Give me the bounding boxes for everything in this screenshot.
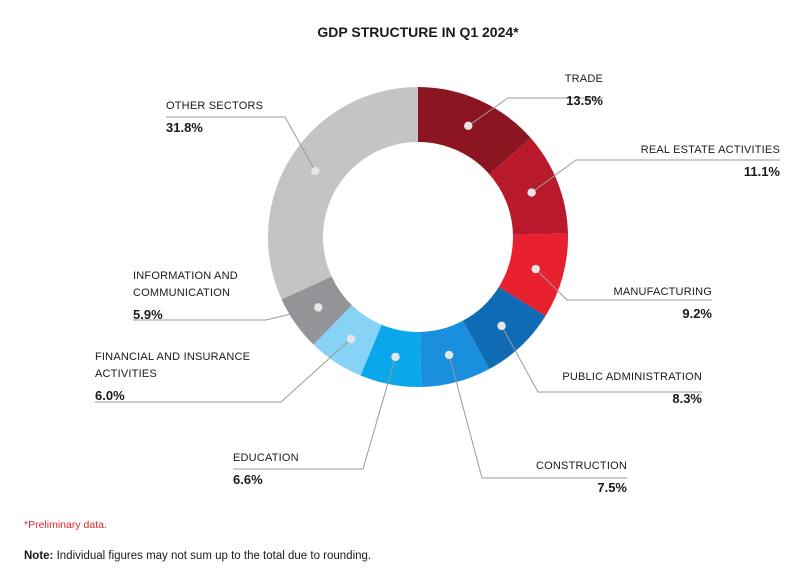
category-label-financial-and-insurance-activities: FINANCIAL AND INSURANCE [95, 351, 250, 363]
note-text: Individual figures may not sum up to the… [53, 550, 372, 562]
donut-slices [268, 87, 568, 387]
rounding-note: Note: Individual figures may not sum up … [24, 550, 371, 562]
value-label-construction: 7.5% [597, 480, 627, 495]
slice-marker-information-and-communication [314, 303, 323, 312]
slice-marker-public-administration [497, 321, 506, 331]
slice-marker-construction [444, 350, 454, 360]
leader-line-other-sectors [166, 116, 316, 172]
leader-line-information-and-communication [133, 306, 319, 321]
category-label-manufacturing: MANUFACTURING [613, 286, 712, 298]
slice-marker-trade [464, 121, 473, 131]
category-label-real-estate-activities: REAL ESTATE ACTIVITIES [641, 144, 780, 156]
slice-trade [418, 87, 531, 175]
value-label-public-administration: 8.3% [672, 391, 702, 406]
leader-line-education [233, 356, 396, 470]
value-label-trade: 13.5% [566, 93, 603, 108]
slice-other-sectors [268, 87, 418, 300]
leader-line-trade [467, 97, 603, 127]
slice-education [360, 324, 422, 387]
footnote: *Preliminary data. [24, 519, 107, 531]
slice-construction [420, 320, 490, 387]
leader-line-real-estate-activities [531, 159, 780, 193]
value-label-other-sectors: 31.8% [166, 120, 203, 135]
leader-line-public-administration [501, 325, 702, 393]
value-label-information-and-communication: 5.9% [133, 307, 163, 322]
category-label-construction: CONSTRUCTION [536, 460, 627, 472]
leader-line-manufacturing [535, 268, 712, 301]
slice-marker-education [391, 352, 400, 362]
category-label-financial-and-insurance-activities: ACTIVITIES [95, 368, 157, 380]
slice-marker-other-sectors [311, 166, 320, 176]
slice-marker-manufacturing [531, 264, 540, 274]
leader-line-financial-and-insurance-activities [95, 338, 352, 403]
category-label-trade: TRADE [565, 73, 603, 85]
slice-real-estate-activities [489, 137, 568, 235]
slice-marker-real-estate-activities [527, 188, 536, 197]
category-label-public-administration: PUBLIC ADMINISTRATION [562, 371, 702, 383]
category-label-information-and-communication: INFORMATION AND [133, 270, 238, 282]
slice-marker-financial-and-insurance-activities [346, 334, 356, 344]
category-label-education: EDUCATION [233, 452, 299, 464]
leader-lines [95, 97, 780, 479]
slice-labels: TRADE 13.5% REAL ESTATE ACTIVITIES 11.1% MAN… [95, 73, 780, 495]
chart-title: GDP STRUCTURE IN Q1 2024* [317, 24, 519, 40]
value-label-real-estate-activities: 11.1% [744, 164, 781, 179]
category-label-information-and-communication: COMMUNICATION [133, 287, 230, 299]
category-label-other-sectors: OTHER SECTORS [166, 100, 263, 112]
leader-line-construction [448, 354, 627, 479]
slice-manufacturing [498, 233, 568, 317]
note-prefix: Note: [24, 550, 54, 562]
value-label-manufacturing: 9.2% [682, 306, 712, 321]
value-label-education: 6.6% [233, 472, 263, 487]
value-label-financial-and-insurance-activities: 6.0% [95, 388, 125, 403]
